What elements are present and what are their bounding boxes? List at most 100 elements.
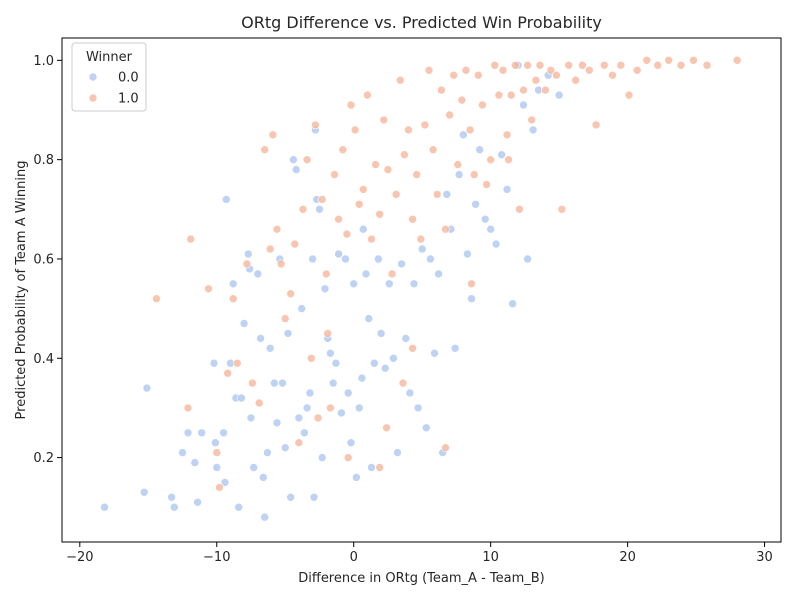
data-point xyxy=(311,120,320,130)
data-point xyxy=(616,61,626,70)
legend-box xyxy=(71,42,147,112)
data-point xyxy=(408,343,417,353)
data-point xyxy=(434,269,443,279)
data-point xyxy=(467,294,476,304)
data-point xyxy=(337,408,346,418)
data-point xyxy=(272,224,282,234)
data-point xyxy=(702,61,712,70)
data-point xyxy=(317,195,327,204)
data-point xyxy=(100,502,109,512)
data-point xyxy=(564,61,574,70)
data-point xyxy=(420,120,430,130)
data-point xyxy=(326,348,335,358)
data-point xyxy=(298,205,308,214)
data-point xyxy=(557,205,567,214)
data-point xyxy=(331,358,341,368)
x-tick-label: 10 xyxy=(482,550,499,565)
data-point xyxy=(504,155,513,164)
data-point xyxy=(211,438,220,448)
data-point xyxy=(237,393,246,403)
data-point xyxy=(265,343,275,353)
data-point xyxy=(358,224,368,234)
data-point xyxy=(471,200,480,209)
data-point xyxy=(416,234,426,244)
data-point xyxy=(260,512,270,522)
data-point xyxy=(302,155,312,164)
data-point xyxy=(374,254,383,264)
data-point xyxy=(387,269,397,279)
data-point xyxy=(300,428,309,438)
data-point xyxy=(234,502,243,512)
data-point xyxy=(317,453,327,462)
data-point xyxy=(297,304,307,313)
data-point xyxy=(308,254,317,264)
plot-frame xyxy=(61,37,782,543)
data-point xyxy=(167,492,176,502)
data-point xyxy=(313,413,323,423)
data-point xyxy=(409,279,419,289)
legend: Winner 0.01.0 xyxy=(71,42,147,112)
data-point xyxy=(541,85,550,95)
data-point xyxy=(269,378,279,388)
data-point xyxy=(321,269,331,279)
data-point xyxy=(193,497,202,507)
y-tick-label: 0.6 xyxy=(33,252,54,267)
data-point xyxy=(178,448,187,457)
data-point xyxy=(571,75,580,85)
data-point xyxy=(294,438,304,448)
data-point xyxy=(506,90,516,100)
data-point xyxy=(398,378,408,388)
data-point xyxy=(233,358,242,368)
data-point xyxy=(442,190,452,199)
data-point xyxy=(291,165,301,174)
data-point xyxy=(465,125,475,135)
data-point xyxy=(253,269,263,279)
data-point xyxy=(389,353,398,363)
data-point xyxy=(519,85,528,95)
data-point xyxy=(330,170,339,179)
data-point xyxy=(228,294,238,304)
data-point xyxy=(424,66,434,75)
data-point xyxy=(689,55,698,65)
data-point xyxy=(361,269,371,279)
data-point xyxy=(280,314,290,323)
data-point xyxy=(363,90,372,100)
data-point xyxy=(384,279,394,289)
y-tick-label: 1.0 xyxy=(33,54,54,69)
data-point xyxy=(328,378,338,388)
data-point xyxy=(215,483,224,492)
data-point xyxy=(599,61,609,70)
plot-area: −20 −10 0 10 20 30 0.2 0.4 0.6 0.8 1.0 xyxy=(33,37,782,565)
data-point xyxy=(186,234,195,244)
data-point xyxy=(334,214,343,224)
data-point xyxy=(732,55,742,65)
data-point xyxy=(352,473,361,482)
data-point xyxy=(367,234,376,244)
chart-title: ORtg Difference vs. Predicted Win Probab… xyxy=(241,13,602,32)
data-point xyxy=(642,55,652,65)
data-point xyxy=(457,95,467,105)
data-point xyxy=(527,115,537,125)
data-point xyxy=(494,90,504,100)
data-point xyxy=(354,200,364,209)
data-point xyxy=(323,329,333,338)
legend-title: Winner xyxy=(86,50,133,65)
data-point xyxy=(272,418,282,428)
data-point xyxy=(278,378,287,388)
data-point xyxy=(441,443,450,453)
data-point xyxy=(486,224,496,234)
data-point xyxy=(486,155,496,164)
data-point xyxy=(475,145,485,154)
data-point xyxy=(404,125,413,135)
data-point xyxy=(371,160,380,169)
data-point xyxy=(461,66,471,75)
data-point xyxy=(380,363,390,373)
data-point xyxy=(258,473,268,482)
data-point xyxy=(294,413,304,423)
data-point xyxy=(379,115,389,125)
x-tick-label: −20 xyxy=(66,550,93,565)
data-point xyxy=(676,61,686,70)
data-point xyxy=(260,145,270,154)
y-tick-label: 0.2 xyxy=(33,451,54,466)
data-point xyxy=(552,70,561,80)
